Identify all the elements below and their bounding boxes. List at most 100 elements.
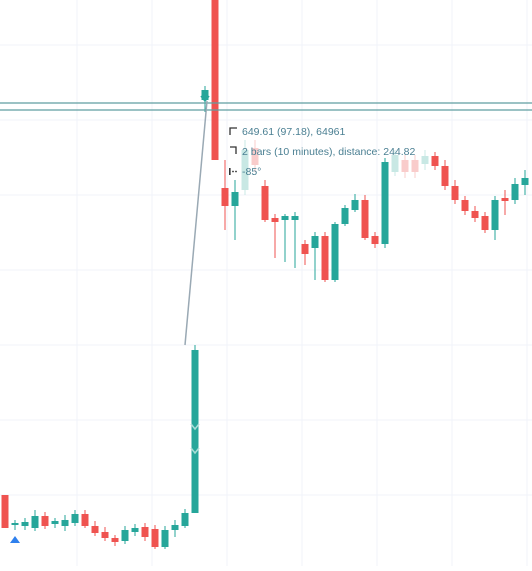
candle-body [221,188,229,206]
candle [361,195,369,240]
bracket-icon [229,127,237,135]
measure-trend-line[interactable] [184,100,208,346]
candle [301,240,309,265]
candle-body [401,160,409,172]
candle-body [211,0,219,160]
candle-body [41,516,49,526]
candle [41,512,49,529]
candle-body [201,90,209,100]
candle [511,178,519,204]
candle-body [141,527,149,537]
candle-body [61,520,69,526]
candle-body [461,200,469,211]
candle [351,194,359,212]
candle [81,510,89,528]
candle [521,170,529,195]
candle [461,196,469,215]
candle-body [411,160,419,172]
candle-body [351,200,359,210]
candle [451,180,459,204]
candle [211,0,219,160]
candle-body [101,532,109,538]
bracket-icon [230,146,237,154]
candle [271,214,279,258]
candle-body [521,178,529,185]
candle-body [331,224,339,280]
candle [341,205,349,226]
candle [1,495,9,528]
candle-body [301,244,309,254]
measurement-tooltip: 649.61 (97.18), 64961 2 bars (10 minutes… [229,126,416,178]
candle-body [11,523,19,525]
candle-body [251,148,259,165]
candle-body [511,184,519,200]
candle [261,180,269,222]
candle-body [321,236,329,280]
candle-body [451,186,459,200]
candle [311,232,319,280]
candle [11,520,19,530]
candle-body [361,200,369,238]
candle [321,232,329,282]
candle-body [311,236,319,248]
candle [131,524,139,536]
candle-body [341,208,349,224]
candle [51,518,59,528]
sell-signal-markers [190,95,210,455]
candle-body [481,216,489,230]
candle-body [491,200,499,230]
candle-body [421,156,429,164]
candlestick-series [1,0,529,549]
candle-body [241,150,249,190]
candle-body [31,516,39,528]
measure-price-label: 649.61 (97.18), 64961 [242,126,345,138]
candle-body [291,216,299,220]
candle-body [381,162,389,244]
candle [281,214,289,262]
candle [141,523,149,541]
candle-body [431,156,439,166]
candle-body [121,530,129,541]
horizontal-line-drawings[interactable] [0,102,532,111]
candle [151,525,159,549]
candle [21,518,29,530]
measure-bars-label: 2 bars (10 minutes), distance: 244.82 [242,146,416,158]
candle [241,140,249,195]
candle-body [131,528,139,532]
candle [171,520,179,537]
candle [431,152,439,170]
candle [231,180,239,240]
triangle-up-icon [10,536,20,543]
candle-body [191,350,199,513]
candle-body [151,529,159,547]
candle-body [471,211,479,218]
candle [221,160,229,230]
chevron-down-icon [200,95,210,103]
candle-body [21,522,29,526]
candle [201,86,209,112]
candle [381,158,389,248]
candle [91,521,99,536]
candle [31,510,39,531]
candle-body [441,166,449,186]
candle-body [51,521,59,524]
candle-body [281,216,289,220]
candle [471,206,479,222]
candle [291,212,299,268]
candle-body [1,495,9,528]
candle-body [231,192,239,206]
candle [111,535,119,546]
candle [371,232,379,248]
chevron-down-icon [190,423,200,431]
candle [71,510,79,526]
candle [491,196,499,240]
candle-body [171,525,179,530]
candle [251,140,259,172]
candle [501,190,509,215]
candle-body [271,218,279,222]
candle-body [161,530,169,547]
candle [181,509,189,528]
